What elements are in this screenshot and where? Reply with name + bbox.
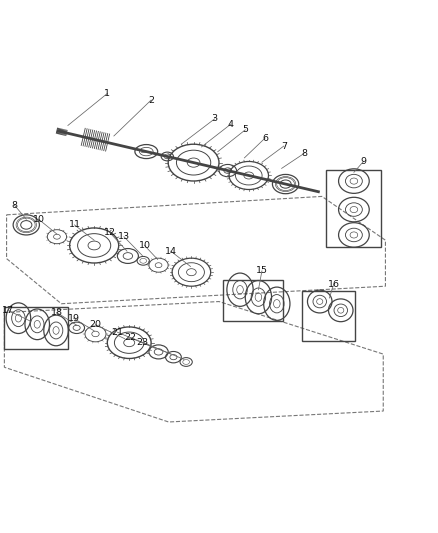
Text: 2: 2: [148, 95, 154, 104]
Text: 15: 15: [256, 266, 268, 276]
Text: 1: 1: [104, 89, 110, 98]
Bar: [326, 170, 381, 247]
Text: 21: 21: [111, 328, 124, 337]
Text: 3: 3: [212, 115, 218, 124]
Text: 8: 8: [11, 201, 18, 209]
Bar: [4, 307, 68, 349]
Text: 12: 12: [103, 228, 116, 237]
Text: 13: 13: [118, 232, 130, 241]
Text: 11: 11: [68, 220, 81, 229]
Bar: [302, 290, 355, 341]
Text: 20: 20: [89, 320, 102, 329]
Text: 16: 16: [328, 279, 340, 288]
Text: 17: 17: [2, 306, 14, 315]
Text: 18: 18: [51, 308, 63, 317]
Text: 7: 7: [281, 142, 287, 150]
Text: 22: 22: [124, 333, 137, 342]
Bar: [223, 280, 283, 321]
Text: 4: 4: [228, 119, 234, 128]
Text: 8: 8: [301, 149, 307, 158]
Text: 10: 10: [32, 215, 45, 224]
Text: 19: 19: [67, 314, 80, 322]
Text: 23: 23: [136, 338, 148, 347]
Text: 9: 9: [360, 157, 367, 166]
Text: 10: 10: [138, 241, 151, 250]
Text: 14: 14: [165, 247, 177, 256]
Text: 6: 6: [262, 134, 268, 143]
Text: 5: 5: [242, 125, 248, 134]
